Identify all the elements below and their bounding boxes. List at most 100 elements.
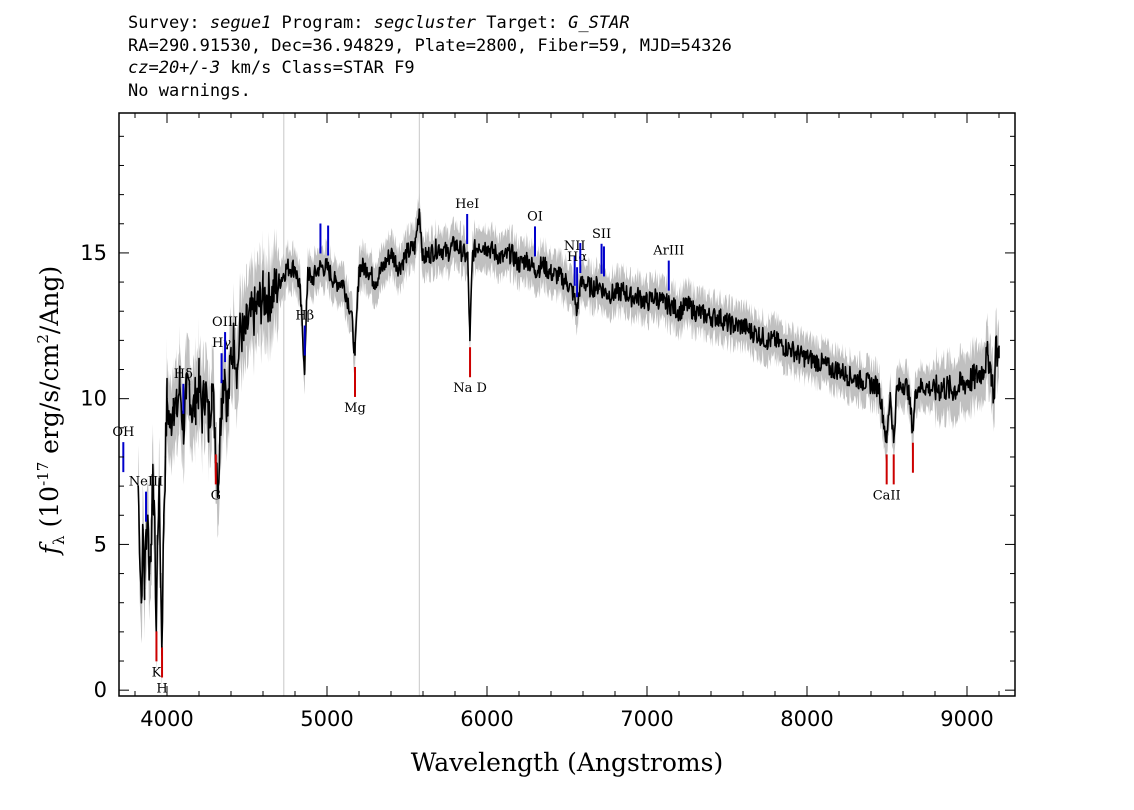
flux-point xyxy=(198,383,200,385)
flux-point xyxy=(907,386,909,388)
flux-point xyxy=(172,397,175,400)
line-label-hα: Hα xyxy=(567,250,587,265)
flux-point xyxy=(814,359,816,362)
flux-point xyxy=(486,246,488,248)
flux-point xyxy=(912,429,914,432)
flux-point xyxy=(534,269,536,272)
flux-point xyxy=(158,485,160,487)
flux-point xyxy=(854,377,856,380)
flux-point xyxy=(518,263,520,266)
header-line-survey: Survey: segue1 Program: segcluster Targe… xyxy=(128,12,732,35)
flux-point xyxy=(153,499,155,502)
flux-point xyxy=(958,386,960,388)
flux-point xyxy=(299,287,301,289)
line-label-oh: OH xyxy=(112,425,134,440)
flux-point xyxy=(996,359,999,362)
survey-label: Survey: xyxy=(128,13,210,33)
flux-point xyxy=(398,266,400,269)
flux-point xyxy=(726,322,728,324)
flux-point xyxy=(246,324,248,327)
flux-point xyxy=(163,514,165,517)
flux-point xyxy=(191,412,194,415)
flux-point xyxy=(822,362,824,365)
target-value: G_STAR xyxy=(568,13,630,33)
y-tick-label: 0 xyxy=(94,678,107,702)
flux-point xyxy=(998,345,1000,348)
flux-point xyxy=(156,543,159,546)
flux-point xyxy=(430,252,432,254)
y-tick-label: 5 xyxy=(94,532,107,556)
flux-point xyxy=(926,386,928,388)
flux-point xyxy=(774,339,776,342)
flux-point xyxy=(566,281,568,283)
y-axis-title: fλ (10-17 erg/s/cm2/Ang) xyxy=(34,266,68,556)
flux-point xyxy=(654,295,656,298)
flux-point xyxy=(734,324,736,327)
flux-point xyxy=(227,412,229,415)
flux-point xyxy=(143,587,146,589)
flux-point xyxy=(418,208,421,210)
flux-point xyxy=(147,514,149,517)
flux-point xyxy=(862,380,864,382)
flux-point xyxy=(918,386,920,388)
flux-point xyxy=(782,345,784,348)
flux-point xyxy=(966,380,968,382)
flux-point xyxy=(446,252,448,254)
flux-point xyxy=(374,281,376,283)
flux-point xyxy=(159,572,162,575)
flux-point xyxy=(950,389,952,391)
flux-point xyxy=(790,348,792,350)
flux-point xyxy=(286,266,288,269)
flux-point xyxy=(334,281,336,283)
flux-point xyxy=(494,252,496,254)
flux-point xyxy=(870,383,872,385)
flux-point xyxy=(670,304,672,307)
flux-point xyxy=(662,301,664,304)
flux-line xyxy=(137,208,1000,657)
line-label-k: K xyxy=(152,665,162,680)
flux-point xyxy=(179,383,181,385)
flux-point xyxy=(558,275,560,278)
y-tick-label: 10 xyxy=(80,387,107,411)
flux-point xyxy=(995,339,997,342)
x-tick-label: 8000 xyxy=(780,707,833,731)
flux-point xyxy=(239,324,242,327)
flux-point xyxy=(798,354,800,356)
flux-point xyxy=(188,383,191,385)
program-label: Program: xyxy=(271,13,374,33)
flux-point xyxy=(254,310,256,313)
flux-point xyxy=(350,310,352,313)
flux-point xyxy=(718,316,720,318)
line-label-g: G xyxy=(211,488,221,503)
flux-point xyxy=(278,281,280,283)
header-line-warnings: No warnings. xyxy=(128,80,251,101)
x-tick-label: 5000 xyxy=(300,707,353,731)
flux-point xyxy=(838,368,840,371)
flux-point xyxy=(582,281,584,283)
flux-point xyxy=(310,281,312,283)
header-line-redshift: cz=20+/-3 km/s Class=STAR F9 xyxy=(128,57,732,80)
flux-point xyxy=(550,272,552,275)
flux-point xyxy=(166,397,168,400)
flux-point xyxy=(902,383,904,385)
redshift-value: cz=20+/-3 xyxy=(128,58,221,78)
line-label-oiii: OIII xyxy=(212,315,238,330)
flux-point xyxy=(326,266,328,269)
flux-point xyxy=(366,266,368,269)
flux-point xyxy=(462,252,464,254)
flux-point xyxy=(230,354,232,356)
flux-point xyxy=(750,330,752,333)
flux-point xyxy=(892,441,895,444)
line-label-hγ: Hγ xyxy=(212,336,231,351)
flux-point xyxy=(270,295,272,298)
flux-point xyxy=(303,368,306,371)
flux-point xyxy=(414,246,416,248)
flux-point xyxy=(236,368,239,371)
x-tick-label: 7000 xyxy=(620,707,673,731)
flux-point xyxy=(846,374,848,377)
flux-point xyxy=(220,397,223,400)
flux-point xyxy=(982,368,984,371)
line-label-na-d: Na D xyxy=(453,381,487,396)
